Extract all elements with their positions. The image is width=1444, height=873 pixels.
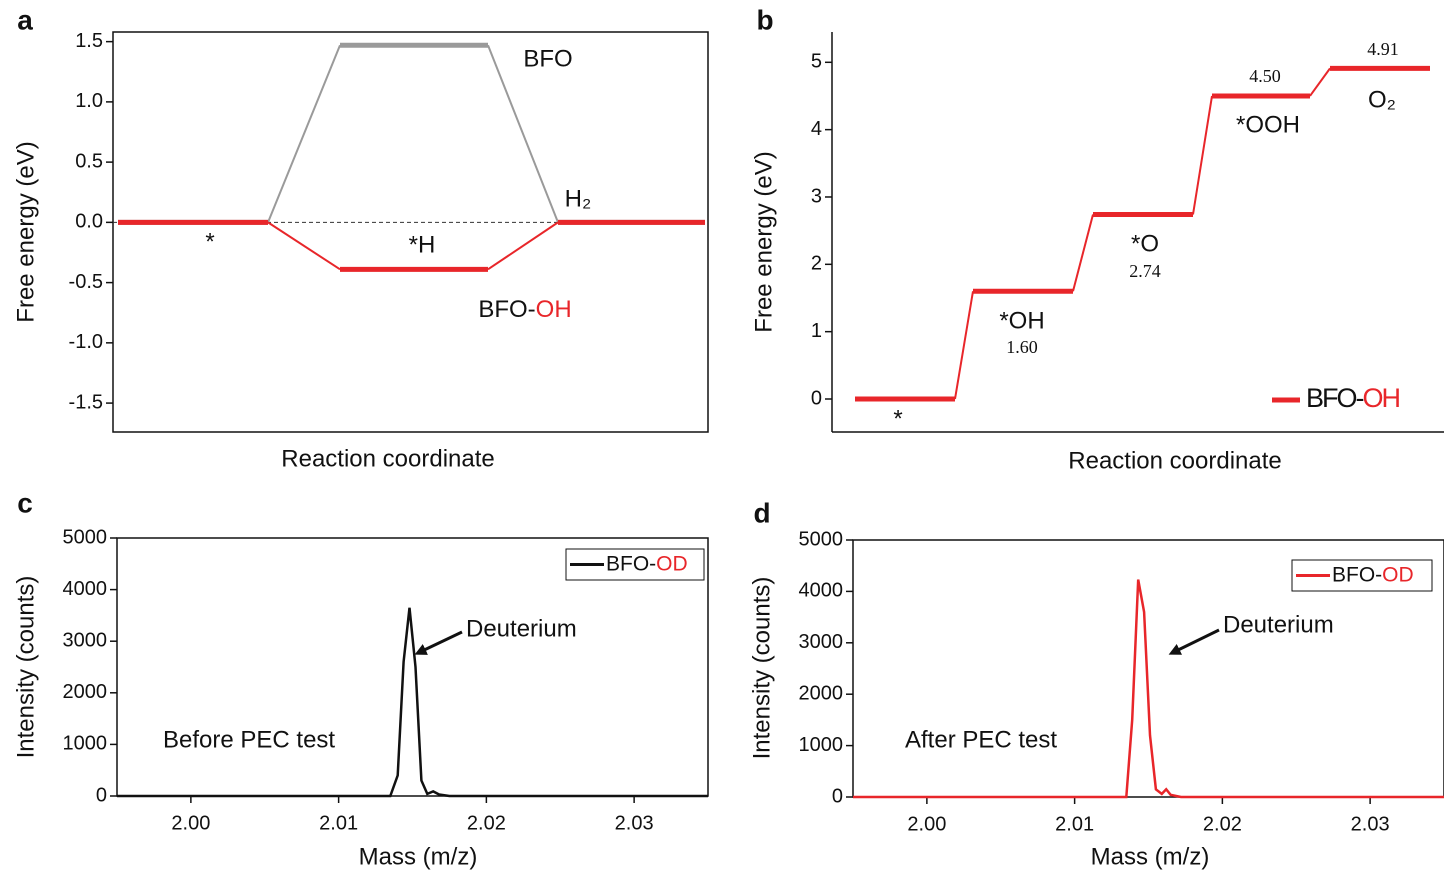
x-tick-label: 2.00 — [171, 812, 210, 834]
y-tick-label: 0 — [832, 785, 843, 807]
spectrum-line — [117, 607, 708, 798]
x-axis-label: Mass (m/z) — [359, 843, 478, 870]
panel-letter: a — [17, 4, 33, 35]
panel: a Free energy (eV) Reaction coordinate 1.5 1… — [12, 4, 709, 472]
y-tick-label: 2000 — [799, 682, 844, 704]
connector — [1072, 214, 1094, 292]
spectrum-line — [853, 579, 1444, 799]
y-axis-label: Free energy (eV) — [750, 151, 777, 332]
y-tick-label: 1 — [811, 320, 822, 342]
y-tick-label: 1.5 — [75, 30, 103, 52]
y-tick-label: 2000 — [63, 681, 108, 703]
annotation: Before PEC test — [163, 726, 335, 753]
value-label: 1.60 — [1006, 337, 1038, 357]
plot-frame — [852, 539, 1444, 798]
y-tick-label: 1.0 — [75, 90, 103, 112]
annotation: After PEC test — [905, 726, 1057, 753]
x-tick-label: 2.01 — [1055, 813, 1094, 835]
y-axis-label: Free energy (eV) — [12, 141, 39, 322]
y-tick-label: 0.0 — [75, 211, 103, 233]
state-label: * — [893, 405, 902, 432]
state-label: *H — [409, 231, 436, 258]
y-tick-label: -0.5 — [69, 271, 103, 293]
connector — [487, 221, 559, 271]
arrow — [1168, 628, 1220, 655]
panel: d Intensity (counts) Mass (m/z) 0 1000 2000 30… — [748, 497, 1444, 870]
plot-frame — [116, 537, 709, 797]
value-label: 4.91 — [1367, 39, 1399, 59]
state-label: *O — [1131, 230, 1159, 257]
x-tick-label: 2.03 — [615, 812, 654, 834]
panel: b Free energy (eV) Reaction coordinate 0 1 2 3… — [750, 4, 1444, 474]
y-tick-label: 4 — [811, 118, 822, 140]
y-tick-label: 3000 — [63, 629, 108, 651]
panel-letter: d — [753, 497, 770, 528]
connector — [1309, 67, 1331, 97]
state-label: O₂ — [1368, 86, 1396, 113]
x-tick-label: 2.02 — [1203, 813, 1242, 835]
legend-label: BFO-OD — [606, 552, 688, 575]
y-tick-label: 0 — [96, 784, 107, 806]
y-tick-label: 1000 — [63, 733, 108, 755]
y-tick-label: 5000 — [63, 526, 108, 548]
connector — [487, 44, 559, 223]
panel-letter: c — [17, 487, 33, 518]
value-label: 2.74 — [1129, 261, 1161, 281]
annotation: Deuterium — [466, 615, 577, 642]
y-tick-label: 0 — [811, 387, 822, 409]
connector — [267, 44, 341, 223]
x-axis-label: Reaction coordinate — [1068, 447, 1281, 474]
connector — [954, 291, 974, 400]
plot-frame — [112, 31, 709, 433]
x-tick-label: 2.03 — [1351, 813, 1390, 835]
y-tick-label: 4000 — [799, 580, 844, 602]
value-label: 4.50 — [1249, 66, 1281, 86]
y-tick-label: -1.0 — [69, 331, 103, 353]
y-tick-label: 5000 — [799, 528, 844, 550]
arrow — [414, 630, 463, 655]
y-tick-label: 3000 — [799, 631, 844, 653]
y-tick-label: -1.5 — [69, 391, 103, 413]
panel: c Intensity (counts) Mass (m/z) 0 1000 2000 30… — [12, 487, 709, 870]
x-axis-label: Reaction coordinate — [281, 445, 494, 472]
series-label: BFO-OH — [478, 296, 571, 323]
series-label: BFO — [523, 45, 572, 72]
y-axis-label: Intensity (counts) — [12, 576, 39, 759]
connector — [267, 221, 341, 271]
y-tick-label: 5 — [811, 51, 822, 73]
y-tick-label: 3 — [811, 185, 822, 207]
state-label: H₂ — [565, 185, 592, 212]
y-tick-label: 0.5 — [75, 150, 103, 172]
y-axis-label: Intensity (counts) — [748, 577, 775, 760]
state-label: *OOH — [1236, 111, 1300, 138]
x-axis-label: Mass (m/z) — [1091, 843, 1210, 870]
state-label: * — [205, 228, 214, 255]
x-tick-label: 2.00 — [907, 813, 946, 835]
panel-letter: b — [756, 4, 773, 35]
connector — [1192, 95, 1213, 215]
y-tick-label: 2 — [811, 253, 822, 275]
legend-label: BFO-OH — [1306, 383, 1400, 413]
x-tick-label: 2.02 — [467, 812, 506, 834]
x-tick-label: 2.01 — [319, 812, 358, 834]
y-tick-label: 4000 — [63, 578, 108, 600]
legend-label: BFO-OD — [1332, 563, 1414, 586]
state-label: *OH — [999, 307, 1044, 334]
y-tick-label: 1000 — [799, 734, 844, 756]
annotation: Deuterium — [1223, 611, 1334, 638]
